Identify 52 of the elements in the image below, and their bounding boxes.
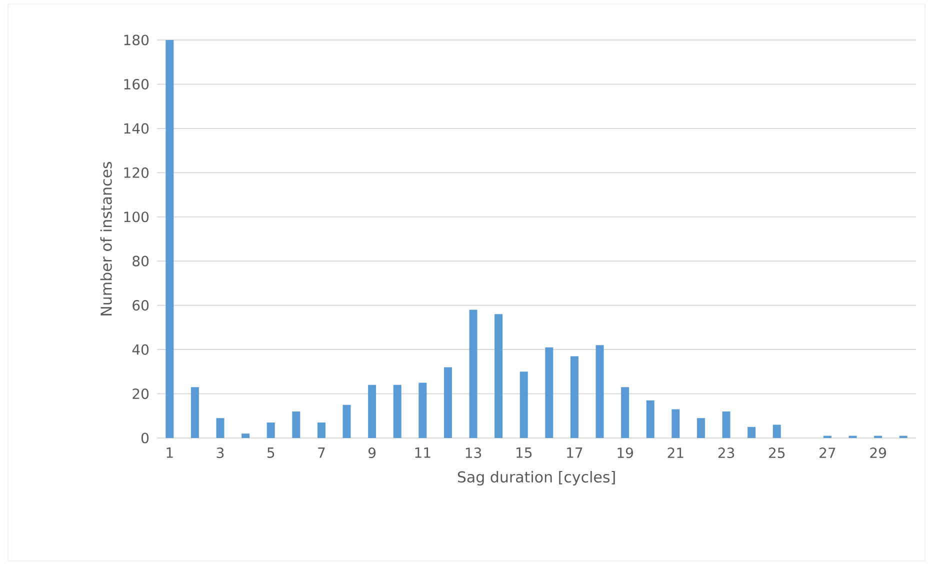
x-tick-label: 19 — [618, 448, 633, 458]
bar — [342, 404, 351, 438]
bar — [166, 40, 174, 438]
bar — [418, 382, 427, 438]
bar — [266, 422, 275, 438]
y-tick-label: 100 — [124, 212, 149, 222]
x-tick-label: 15 — [516, 448, 532, 458]
bar — [748, 426, 756, 438]
x-tick-label: 5 — [267, 448, 274, 458]
y-tick-label: 180 — [124, 34, 149, 46]
y-axis-title: Number of instances — [100, 162, 112, 316]
bar — [672, 409, 680, 438]
bar — [444, 367, 452, 438]
bar — [646, 400, 654, 438]
bar — [621, 387, 630, 438]
x-tick-label: 1 — [166, 448, 173, 458]
x-axis-title: Sag duration [cycles] — [458, 471, 615, 486]
y-tick-label: 40 — [132, 344, 149, 355]
y-tick-label: 0 — [141, 432, 149, 444]
y-tick-label: 120 — [124, 167, 149, 178]
y-tick-label: 140 — [124, 123, 149, 134]
bar — [570, 356, 578, 438]
x-tick-label: 21 — [668, 448, 684, 458]
x-tick-label: 25 — [768, 448, 785, 458]
bar — [242, 434, 250, 438]
bar — [292, 411, 300, 438]
x-tick-label: 11 — [415, 448, 430, 458]
x-tick-label: 9 — [368, 448, 376, 458]
x-tick-label: 27 — [820, 448, 836, 458]
x-tick-label: 3 — [216, 448, 224, 458]
bar — [494, 314, 503, 438]
bar — [696, 418, 705, 438]
bar — [317, 422, 326, 438]
bar — [772, 424, 781, 438]
bar — [722, 411, 730, 438]
bar — [190, 387, 199, 438]
y-tick-label: 160 — [124, 78, 149, 90]
x-tick-label: 7 — [318, 448, 325, 458]
y-tick-label: 20 — [132, 388, 149, 400]
x-tick-label: 17 — [567, 448, 582, 458]
y-tick-label: 60 — [132, 300, 149, 311]
bar — [368, 384, 376, 438]
x-tick-label: 13 — [466, 448, 482, 458]
y-tick-label: 80 — [132, 256, 149, 266]
x-tick-label: 29 — [870, 448, 886, 458]
bar — [545, 347, 554, 438]
bar — [596, 345, 604, 438]
bar — [469, 310, 478, 438]
bar — [216, 418, 224, 438]
x-tick-label: 23 — [718, 448, 734, 458]
bar — [393, 384, 402, 438]
bar — [520, 372, 528, 438]
